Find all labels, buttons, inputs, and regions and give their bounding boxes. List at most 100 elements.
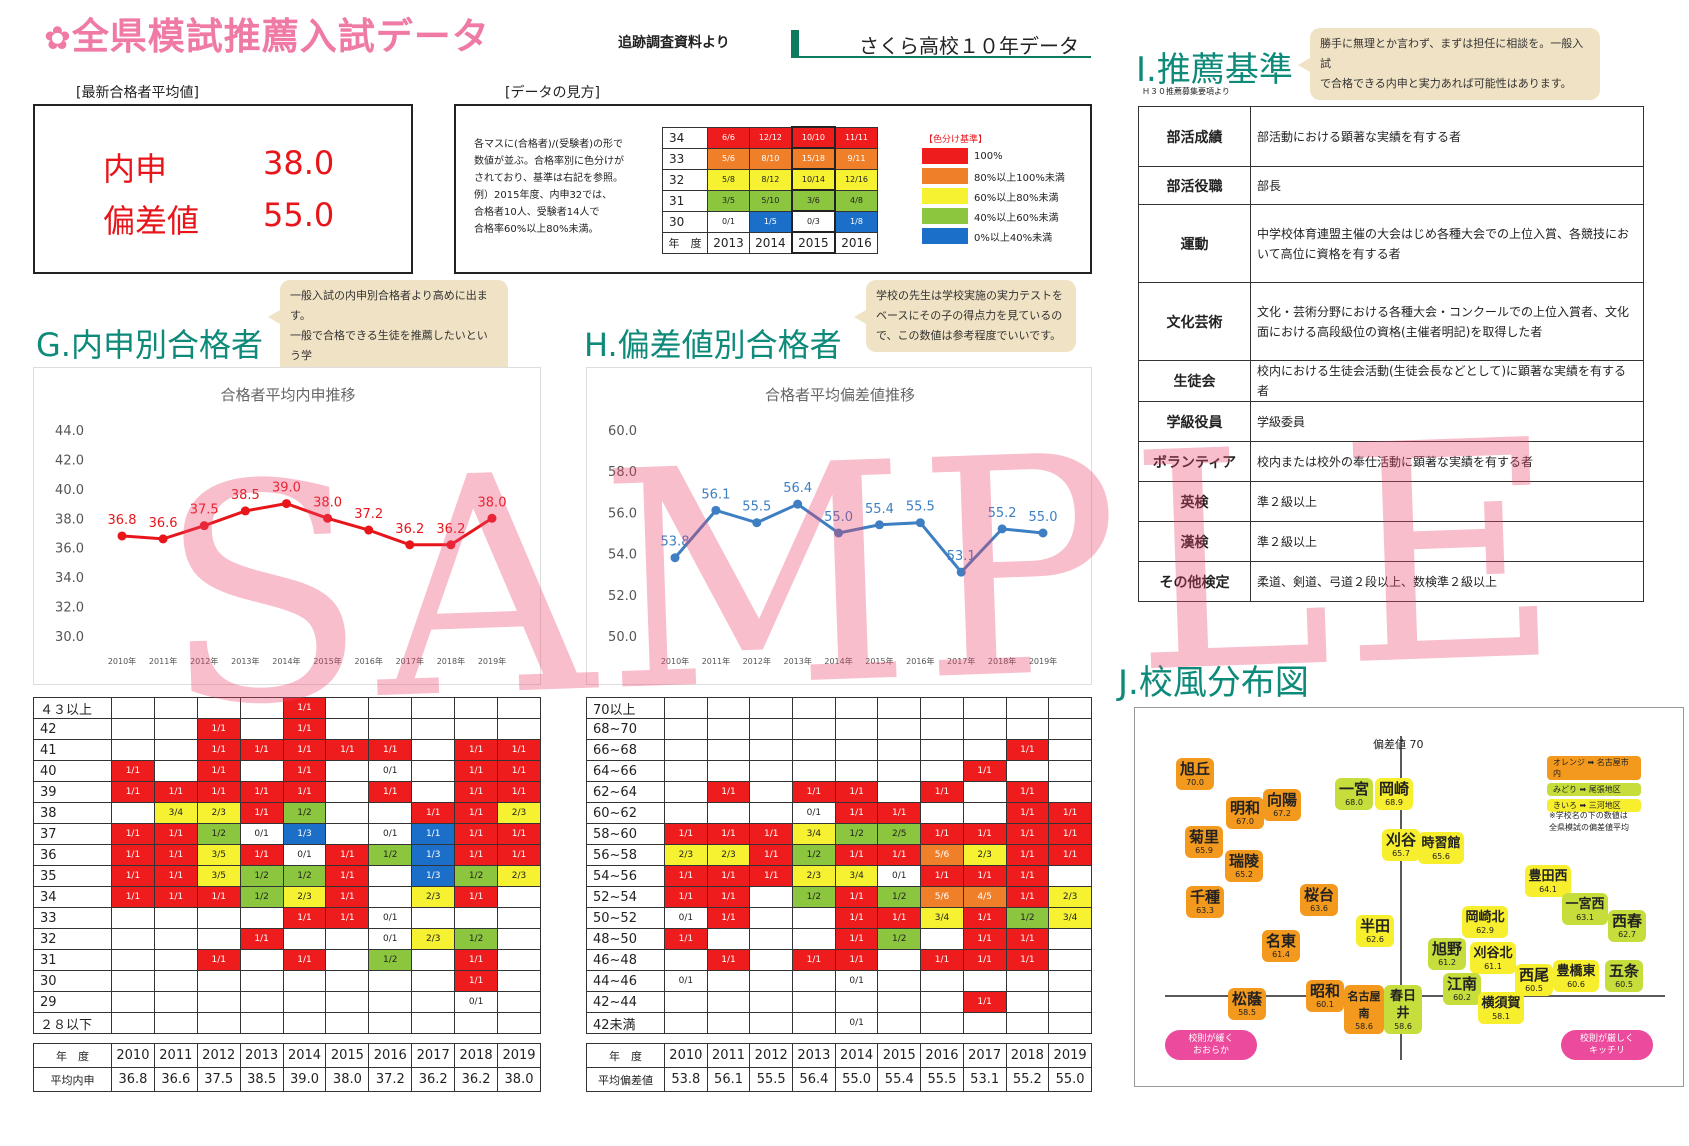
avg-cell: 39.0 (282, 1067, 327, 1092)
y-tick-label: 30.0 (55, 630, 84, 645)
y-tick-label: 60.0 (608, 424, 637, 439)
grid-cell (239, 1012, 284, 1034)
grid-cell (834, 718, 879, 740)
section-i-note: 勝手に無理とか言わず、まずは担任に相談を。一般入試 で合格できる内申と実力あれば可… (1298, 28, 1600, 100)
grid-cell: 3/4 (153, 802, 198, 824)
grid-cell: 11/11 (834, 126, 878, 149)
y-tick-label: 40.0 (55, 483, 84, 498)
grid-cell (411, 970, 456, 992)
year-cell: 2018 (454, 1043, 499, 1068)
criteria-line: 準２級以上 (1257, 494, 1318, 509)
section-h-note: 学校の先生は学校実施の実力テストを ベースにその子の得点力を見ているの で、この数値… (854, 280, 1076, 352)
grid-cell: 1/1 (497, 739, 541, 761)
grid-cell (368, 886, 413, 908)
grid-cell (111, 739, 155, 761)
lenient-tag: 校則が緩く おおらか (1165, 1030, 1257, 1060)
grid-cell (325, 970, 370, 992)
grid-cell: 3/5 (707, 189, 750, 212)
legend-item: 0%以上40%未満 (922, 226, 1065, 246)
table-row: 41 1/1 1/1 1/1 1/1 1/1 1/1 1/1 (33, 739, 541, 761)
grid-cell (196, 1012, 241, 1034)
grid-cell: 1/1 (325, 844, 370, 866)
criteria-row: 運動 中学校体育連盟主催の大会はじめ各種大会での上位入賞、各競技にお いて高位に資格… (1138, 204, 1644, 283)
grid-cell (368, 970, 413, 992)
grid-cell: 2/5 (877, 823, 922, 845)
grid-cell (454, 697, 499, 719)
grid-cell (282, 991, 327, 1013)
spacer-cell (707, 1034, 750, 1044)
grid-cell: 1/1 (454, 781, 499, 803)
row-label: 41 (33, 739, 112, 761)
grid-cell (411, 718, 456, 740)
grid-cell: 1/1 (1005, 928, 1050, 950)
source-note: 追跡調査資料より (618, 35, 730, 51)
grid-cell: 1/1 (834, 802, 879, 824)
grid-cell (920, 802, 964, 824)
table-row: 38 3/4 2/3 1/1 1/2 1/1 1/1 2/3 (33, 802, 541, 824)
grid-cell: 1/1 (153, 844, 198, 866)
grid-cell: 1/3 (411, 865, 456, 887)
school-marker: 旭丘 70.0 (1176, 758, 1214, 790)
grid-cell: 1/1 (368, 781, 413, 803)
grid-cell (962, 802, 1007, 824)
grid-cell: 1/1 (1005, 823, 1050, 845)
school-score: 58.1 (1492, 1012, 1510, 1021)
grid-cell (749, 781, 794, 803)
school-marker: 一宮 68.0 (1335, 778, 1373, 810)
data-point (158, 534, 168, 544)
grid-cell (1048, 928, 1092, 950)
year-cell: 2013 (239, 1043, 284, 1068)
criteria-line: 学級委員 (1257, 414, 1306, 429)
criteria-row: 生徒会 校内における生徒会活動(生徒会長などとして)に顕著な実績を有する者 (1138, 360, 1644, 402)
grid-cell: 1/2 (454, 865, 499, 887)
table-row: 33 5/6 8/10 15/18 9/11 (661, 147, 878, 170)
grid-cell: 4/5 (962, 886, 1007, 908)
grid-cell: 1/1 (962, 865, 1007, 887)
data-label: 36.2 (436, 522, 465, 537)
grid-cell (1048, 760, 1092, 782)
school-name: 半田 (1359, 917, 1390, 935)
avg-cell: 53.1 (962, 1067, 1007, 1092)
grid-cell: 1/1 (239, 802, 284, 824)
data-label: 55.4 (865, 502, 894, 517)
data-point (793, 499, 803, 509)
grid-cell: 1/1 (962, 928, 1007, 950)
criteria-key: 漢検 (1138, 521, 1251, 562)
grid-cell (111, 907, 155, 929)
grid-cell: 0/1 (368, 928, 413, 950)
legend-text: 80%以上100%未満 (974, 172, 1065, 184)
grid-cell (411, 739, 456, 761)
school-marker: 半田 62.6 (1356, 915, 1394, 947)
school-score: 58.5 (1238, 1008, 1256, 1017)
data-label: 55.5 (742, 500, 771, 515)
data-point (752, 518, 762, 528)
grid-cell (1005, 718, 1050, 740)
criteria-key: 運動 (1138, 204, 1251, 283)
school-marker: 横須賀 58.1 (1478, 992, 1524, 1024)
grid-cell (706, 739, 751, 761)
table-row: 54~56 1/1 1/1 1/1 2/3 3/4 0/1 1/1 1/1 1/1 (586, 865, 1092, 887)
grid-cell: 1/1 (792, 949, 836, 971)
school-name: 瑞陵 (1228, 852, 1259, 870)
grid-cell: 1/2 (454, 928, 499, 950)
data-label: 55.5 (906, 500, 935, 515)
sakura-icon: ✿ (44, 19, 72, 57)
howto-line: 例）2015年度、内申32では、 (474, 190, 613, 201)
row-label: 33 (33, 907, 112, 929)
school-score: 63.6 (1310, 904, 1328, 913)
grid-cell: 1/1 (962, 760, 1007, 782)
series-line (673, 502, 1044, 575)
year-cell: 2015 (790, 231, 836, 254)
hensachi-label: 偏差値 (103, 202, 200, 240)
grid-cell (749, 949, 794, 971)
grid-cell (368, 865, 413, 887)
school-name: 岡崎 (1378, 780, 1409, 798)
grid-cell: 1/1 (454, 949, 499, 971)
row-label: 50~52 (586, 907, 665, 929)
data-label: 37.5 (190, 503, 219, 518)
grid-cell: 1/2 (282, 802, 327, 824)
table-row: 31 1/1 1/1 1/2 1/1 (33, 949, 541, 971)
x-tick-label: 2010年 (108, 656, 136, 666)
grid-cell (706, 697, 751, 719)
grid-cell: 2/3 (196, 802, 241, 824)
